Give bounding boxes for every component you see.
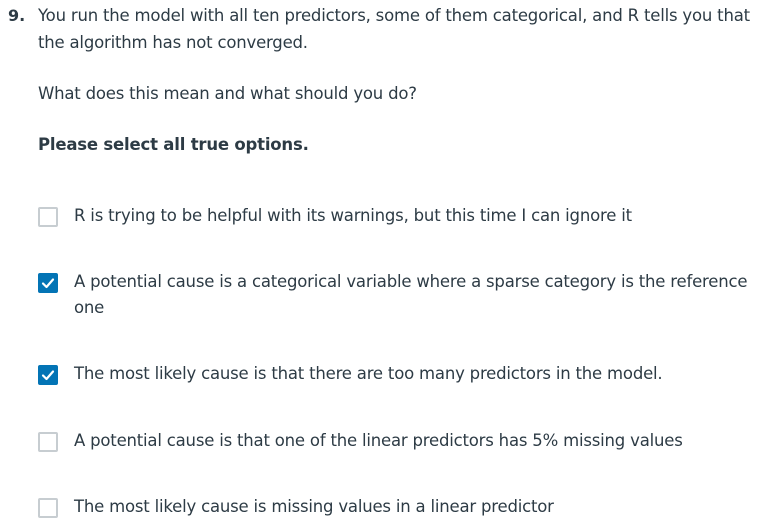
option-2-checkbox[interactable] <box>38 273 58 293</box>
option-5-checkbox[interactable] <box>38 498 58 518</box>
option-5[interactable]: The most likely cause is missing values … <box>38 494 768 520</box>
option-3-label: The most likely cause is that there are … <box>74 364 663 383</box>
option-3[interactable]: The most likely cause is that there are … <box>38 361 768 387</box>
question-number: 9. <box>8 6 26 25</box>
checkmark-icon <box>41 278 55 289</box>
option-4-label: A potential cause is that one of the lin… <box>74 431 683 450</box>
question-instruction: Please select all true options. <box>38 135 309 154</box>
question-text: You run the model with all ten predictor… <box>38 6 750 52</box>
option-4-checkbox[interactable] <box>38 432 58 452</box>
option-5-label: The most likely cause is missing values … <box>74 497 554 516</box>
option-3-checkbox[interactable] <box>38 365 58 385</box>
checkmark-icon <box>41 370 55 381</box>
option-1[interactable]: R is trying to be helpful with its warni… <box>38 203 768 229</box>
option-4[interactable]: A potential cause is that one of the lin… <box>38 428 768 454</box>
option-2-label: A potential cause is a categorical varia… <box>74 272 748 317</box>
option-2[interactable]: A potential cause is a categorical varia… <box>38 269 768 321</box>
option-1-label: R is trying to be helpful with its warni… <box>74 206 632 225</box>
question-subtext: What does this mean and what should you … <box>38 84 417 103</box>
option-1-checkbox[interactable] <box>38 207 58 227</box>
question-body: You run the model with all ten predictor… <box>38 0 768 158</box>
